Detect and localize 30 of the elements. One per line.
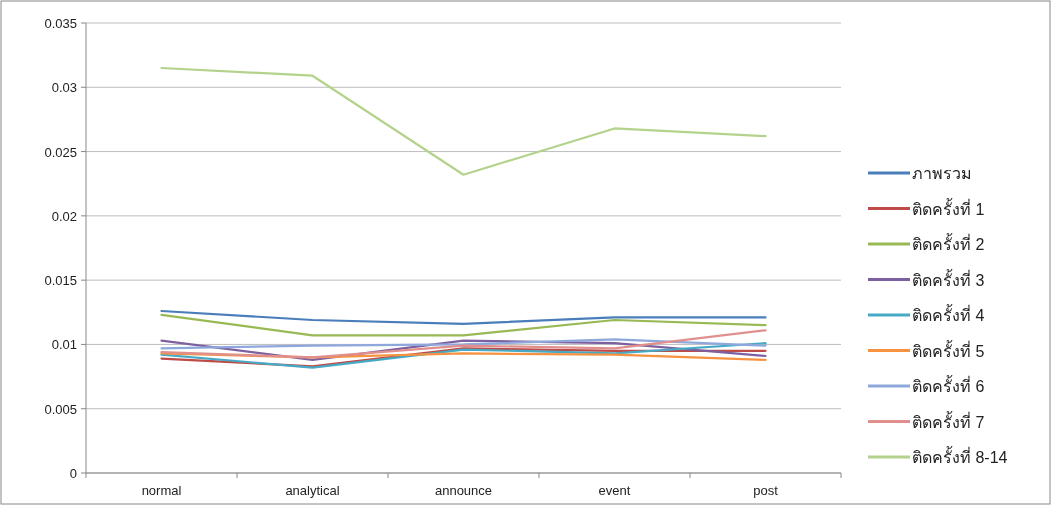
- y-tick-label: 0.015: [44, 273, 77, 289]
- y-tick-label: 0: [69, 466, 77, 481]
- line-series: [160, 338, 767, 350]
- legend-label: ติดครั้งที่ 7: [912, 410, 985, 431]
- y-tick-label: 0.035: [44, 16, 77, 31]
- x-tick-label: normal: [141, 483, 182, 498]
- legend-label: ติดครั้งที่ 6: [912, 375, 985, 395]
- line-series: [160, 342, 767, 369]
- line-series: [160, 352, 767, 361]
- legend-label: ติดครั้งที่ 2: [912, 233, 985, 253]
- legend-label: ติดครั้งที่ 5: [912, 339, 985, 360]
- y-tick-label: 0.005: [44, 401, 77, 417]
- x-tick-label: event: [598, 483, 631, 498]
- legend-label: ภาพรวม: [912, 165, 972, 182]
- legend-label: ติดครั้งที่ 1: [912, 197, 985, 218]
- y-tick-label: 0.025: [44, 144, 77, 160]
- x-tick-label: post: [753, 483, 779, 498]
- y-tick-label: 0.03: [51, 80, 77, 96]
- line-series: [160, 313, 767, 337]
- x-tick-label: announce: [434, 483, 493, 498]
- legend-label: ติดครั้งที่ 4: [912, 304, 985, 324]
- legend-label: ติดครั้งที่ 3: [912, 268, 985, 289]
- legend-label: ติดครั้งที่ 8-14: [912, 446, 1008, 466]
- line-series: [160, 329, 767, 359]
- line-series: [160, 347, 767, 368]
- line-series: [160, 309, 767, 325]
- y-tick-label: 0.01: [51, 337, 77, 353]
- line-series: [160, 66, 767, 176]
- x-tick-label: analytical: [285, 483, 340, 498]
- y-tick-label: 0.02: [51, 208, 77, 224]
